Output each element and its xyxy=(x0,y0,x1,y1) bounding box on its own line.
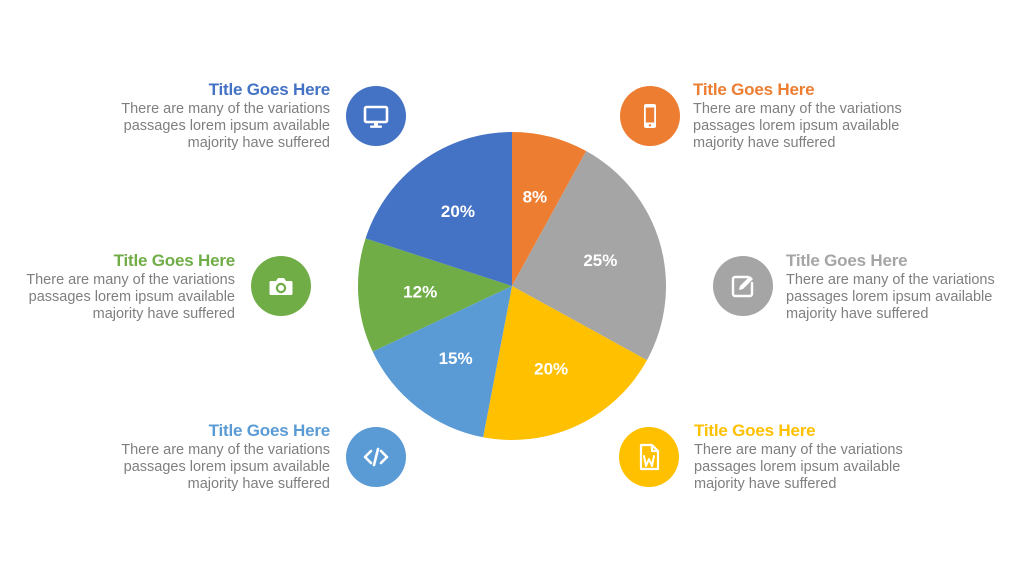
info-title: Title Goes Here xyxy=(208,80,331,99)
code-icon xyxy=(363,447,389,467)
info-title: Title Goes Here xyxy=(693,80,815,99)
info-block-camera: Title Goes Here There are many of the va… xyxy=(0,250,235,323)
pie-slice-label-4: 12% xyxy=(403,282,437,301)
word-document-icon xyxy=(639,443,660,471)
info-title: Title Goes Here xyxy=(694,421,816,440)
pie-slice-label-5: 20% xyxy=(441,202,475,221)
info-block-edit: Title Goes Here There are many of the va… xyxy=(786,250,1024,323)
info-block-document: Title Goes Here There are many of the va… xyxy=(694,420,934,493)
info-title: Title Goes Here xyxy=(786,251,908,270)
info-block-code: Title Goes Here There are many of the va… xyxy=(90,420,330,493)
pie-labels: 8% 25% 20% 15% 12% 20% xyxy=(403,187,617,378)
info-body: There are many of the variations passage… xyxy=(26,272,235,322)
edit-icon-circle xyxy=(713,256,773,316)
info-body: There are many of the variations passage… xyxy=(121,442,330,492)
info-block-smartphone: Title Goes Here There are many of the va… xyxy=(693,79,933,152)
pie-slice-2 xyxy=(483,286,647,440)
pie-slice-1 xyxy=(512,151,666,361)
word-document-icon-circle xyxy=(619,427,679,487)
info-body: There are many of the variations passage… xyxy=(693,101,902,151)
camera-icon xyxy=(269,278,293,295)
info-title: Title Goes Here xyxy=(208,421,331,440)
pie-slice-3 xyxy=(372,286,512,438)
smartphone-icon xyxy=(644,104,656,128)
pie-slice-5 xyxy=(365,132,512,286)
edit-icon xyxy=(731,275,754,298)
camera-icon-circle xyxy=(251,256,311,316)
pie-slice-label-0: 8% xyxy=(523,187,548,206)
pie-slice-4 xyxy=(358,238,512,352)
pie-slices xyxy=(358,132,666,440)
monitor-icon-circle xyxy=(346,86,406,146)
info-body: There are many of the variations passage… xyxy=(694,442,903,492)
info-block-monitor: Title Goes Here There are many of the va… xyxy=(90,79,330,152)
pie-slice-label-2: 20% xyxy=(534,360,568,379)
info-title: Title Goes Here xyxy=(113,251,236,270)
pie-slice-label-1: 25% xyxy=(583,251,617,270)
smartphone-icon-circle xyxy=(620,86,680,146)
pie-slice-label-3: 15% xyxy=(439,349,473,368)
info-body: There are many of the variations passage… xyxy=(121,101,330,151)
code-icon-circle xyxy=(346,427,406,487)
info-body: There are many of the variations passage… xyxy=(786,272,995,322)
pie-slice-0 xyxy=(512,132,587,286)
monitor-icon xyxy=(363,105,389,128)
